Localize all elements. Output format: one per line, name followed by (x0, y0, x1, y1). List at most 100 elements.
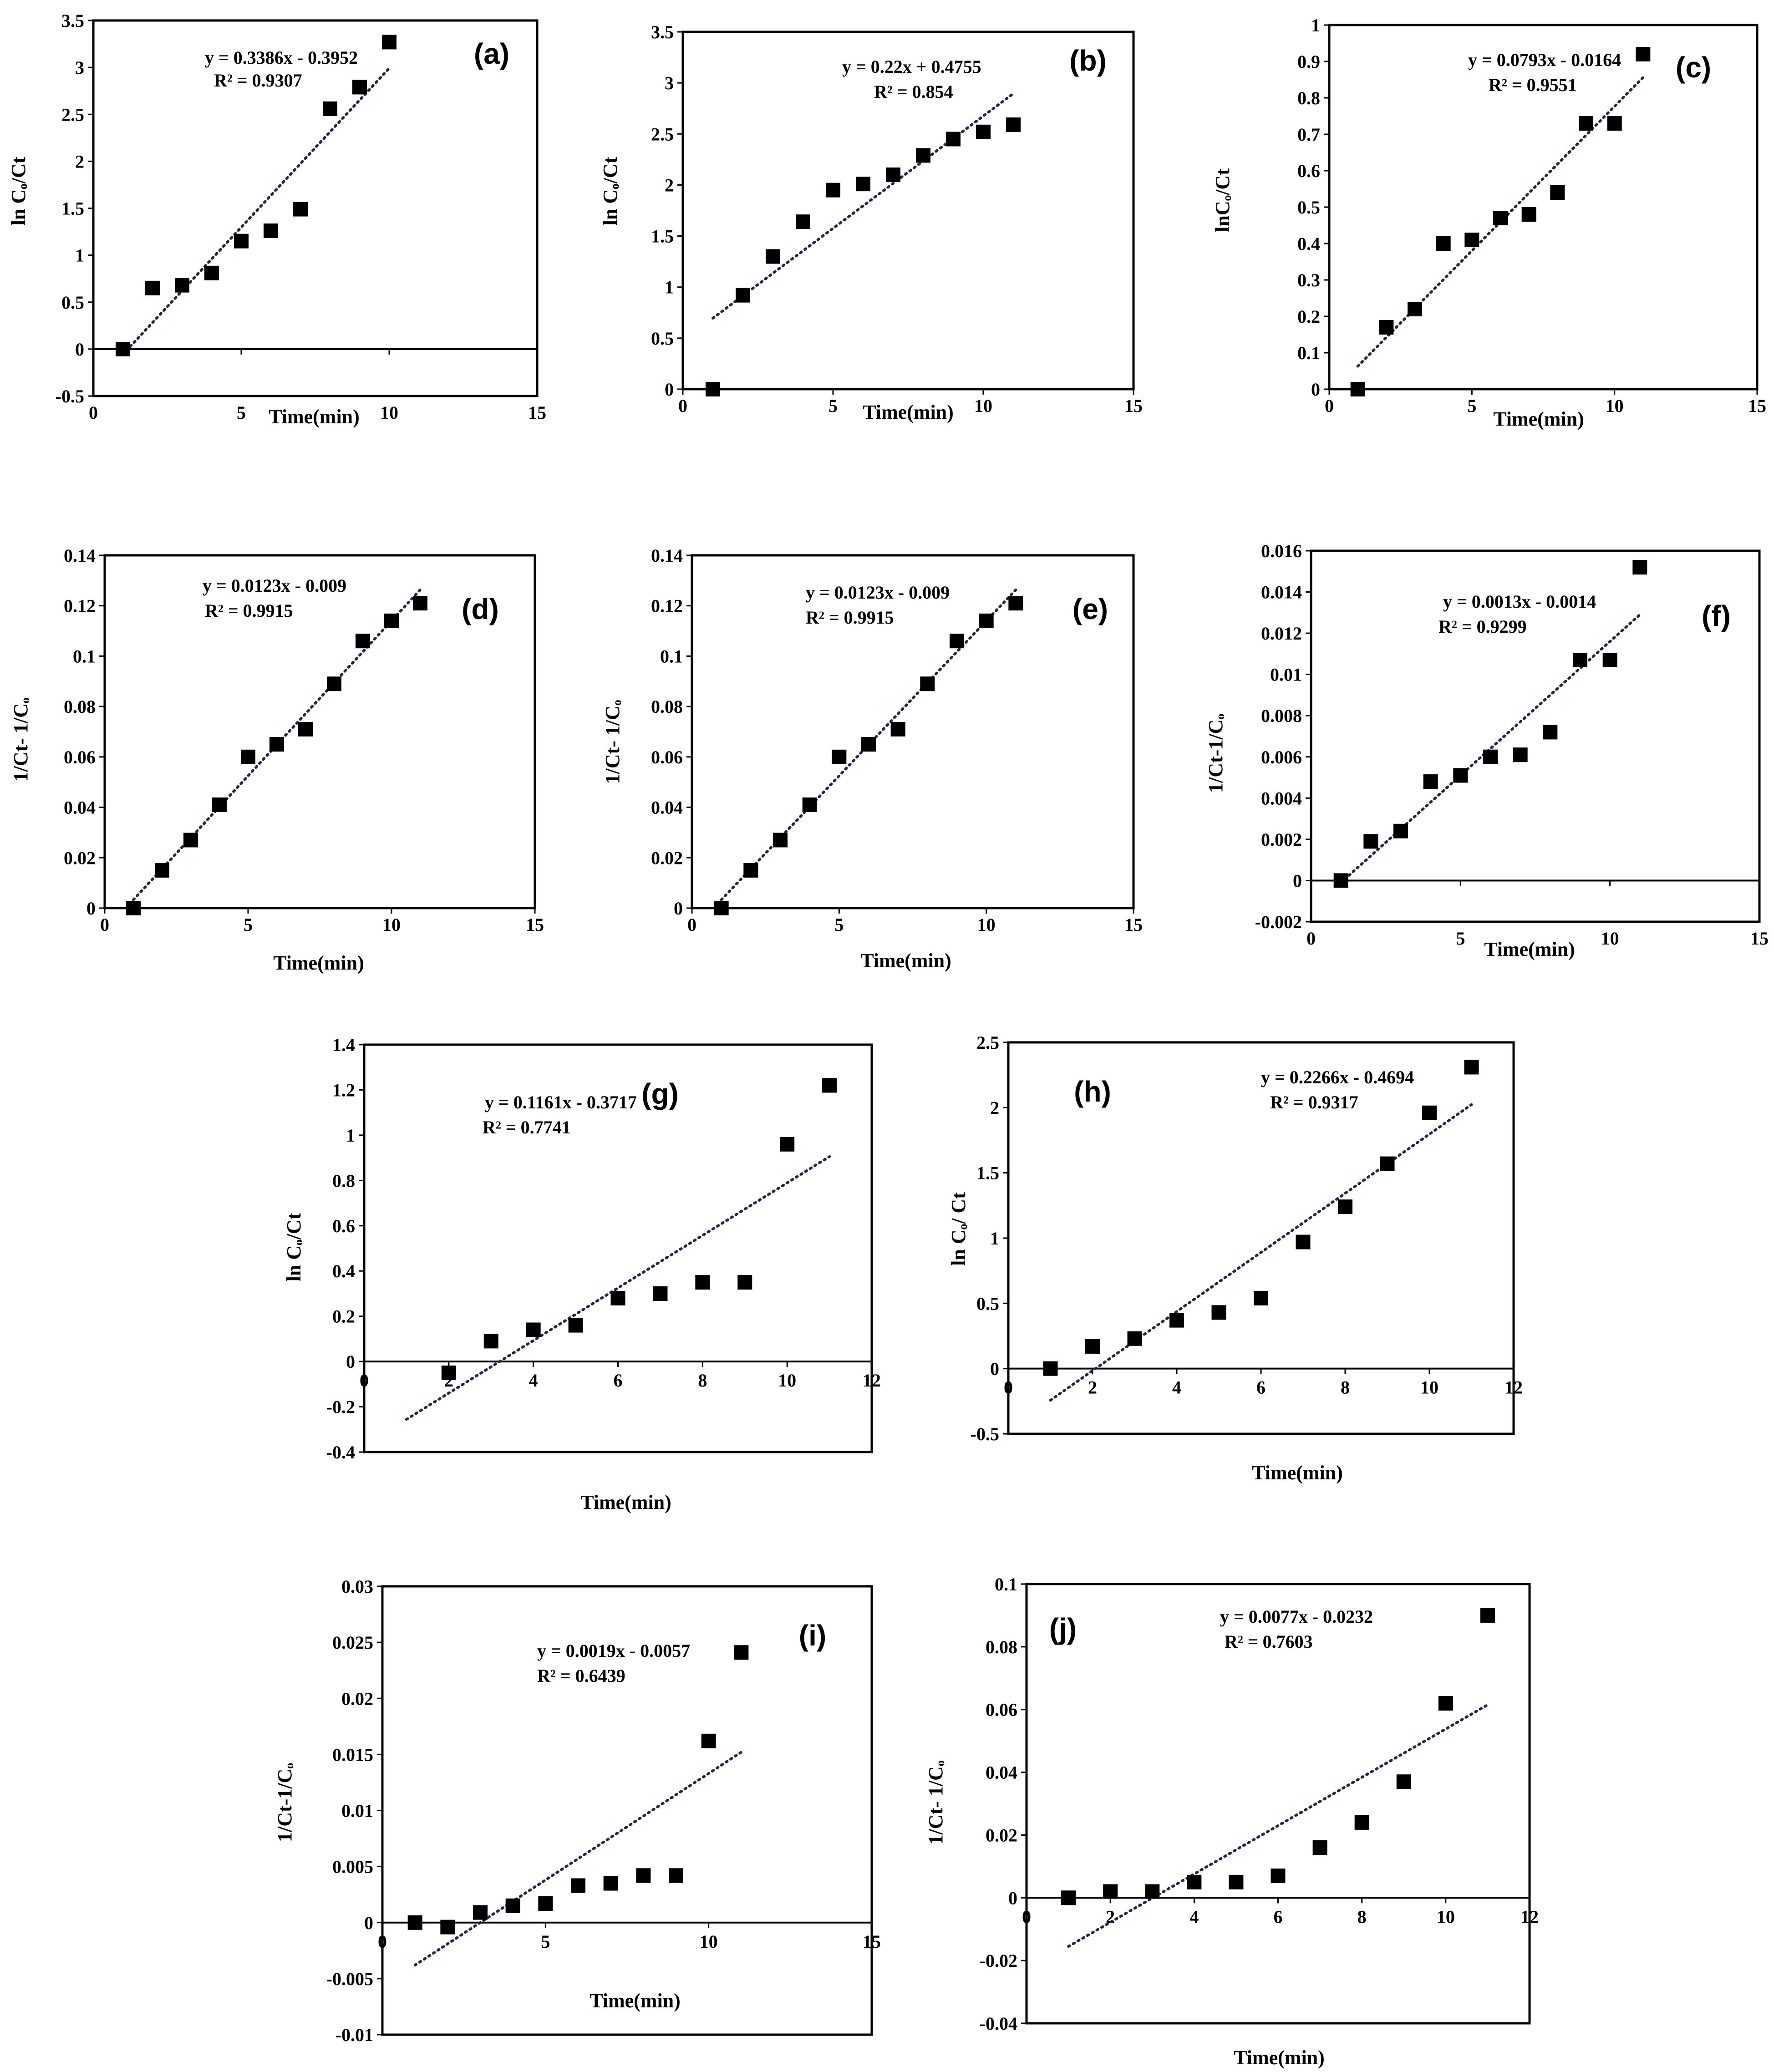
x-tick-label: 0 (89, 402, 98, 423)
trendline (132, 588, 422, 901)
y-tick-label: 0 (364, 1913, 373, 1933)
data-point (1423, 774, 1438, 789)
x-tick-label: 15 (526, 914, 544, 935)
data-point (861, 737, 876, 752)
data-point (1354, 1815, 1369, 1830)
y-tick-label: 0.14 (64, 545, 96, 566)
y-tick-label: 1.5 (651, 226, 674, 247)
trendline-equation: y = 0.0019x - 0.0057 (537, 1640, 690, 1661)
data-point (610, 1290, 625, 1305)
data-point (264, 223, 278, 238)
y-axis-label: ln Cₒ/ Ct (947, 1192, 970, 1266)
data-point (976, 124, 991, 139)
y-tick-label: 0.04 (651, 797, 683, 818)
plot-frame (1310, 549, 1761, 923)
y-tick-label: 3.5 (651, 22, 674, 42)
r-squared: R² = 0.854 (874, 81, 953, 102)
y-tick-label: 3 (665, 73, 674, 93)
x-tick-label: 6 (614, 1370, 623, 1391)
data-point (126, 901, 141, 915)
data-point (1043, 1361, 1058, 1376)
data-point (234, 234, 249, 249)
y-tick-label: 0.6 (1297, 161, 1320, 181)
x-tick-label: 0 (1022, 1906, 1031, 1927)
trendline (405, 1155, 831, 1421)
x-tick-label: 4 (1172, 1377, 1181, 1398)
y-tick-label: 1 (990, 1228, 999, 1249)
x-tick-label: 12 (863, 1370, 881, 1391)
data-point (175, 278, 189, 293)
data-point (1480, 1608, 1495, 1623)
data-point (695, 1275, 710, 1290)
x-tick-label: 6 (1274, 1906, 1283, 1927)
data-point (1550, 185, 1565, 200)
r-squared: R² = 0.9299 (1439, 616, 1527, 637)
data-point (1363, 834, 1378, 849)
data-point (526, 1322, 541, 1337)
y-tick-label: 1.5 (61, 198, 84, 219)
data-point (413, 596, 427, 611)
x-tick-label: 0 (100, 914, 109, 935)
panel-label: (b) (1069, 44, 1107, 77)
data-point (1229, 1874, 1244, 1889)
data-point (1521, 207, 1536, 222)
trendline (1049, 1103, 1473, 1402)
data-point (653, 1286, 668, 1301)
y-tick-label: 0 (1311, 379, 1320, 400)
y-tick-label: 0.9 (1297, 51, 1320, 72)
y-tick-label: 0 (346, 1351, 355, 1372)
y-tick-label: 1.2 (332, 1080, 355, 1100)
y-axis-label: ln Cₒ/Ct (7, 157, 30, 225)
y-tick-label: -0.4 (326, 1442, 355, 1463)
x-tick-label: 0 (1325, 396, 1334, 416)
x-tick-label: 10 (1601, 928, 1619, 949)
data-point (886, 168, 900, 182)
trendline-equation: y = 0.1161x - 0.3717 (485, 1092, 637, 1112)
data-point (773, 833, 788, 848)
y-tick-label: 2 (990, 1097, 999, 1118)
data-point (212, 797, 227, 813)
data-point (736, 288, 750, 303)
y-tick-label: 0.03 (341, 1576, 373, 1597)
data-point (1254, 1290, 1268, 1305)
data-point (1396, 1774, 1411, 1789)
x-axis-label: Time(min) (863, 401, 954, 423)
y-tick-label: 0.5 (651, 328, 674, 349)
x-tick-label: 4 (1189, 1906, 1199, 1927)
data-point (916, 148, 930, 163)
y-tick-label: 0 (86, 898, 96, 919)
data-point (1145, 1884, 1160, 1899)
y-tick-label: 3.5 (61, 10, 84, 31)
data-point (116, 341, 130, 356)
x-axis-label: Time(min) (860, 950, 951, 972)
panel-label: (i) (799, 1619, 826, 1652)
x-tick-label: 0 (687, 914, 696, 935)
y-tick-label: 0.08 (651, 696, 683, 717)
y-tick-label: 0.008 (1261, 706, 1302, 726)
data-point (1169, 1313, 1184, 1328)
x-tick-label: 15 (1748, 396, 1766, 416)
data-point (356, 634, 370, 649)
y-tick-label: 0.015 (332, 1744, 373, 1765)
data-point (568, 1318, 583, 1333)
data-point (734, 1645, 749, 1660)
x-axis-label: Time(min) (1252, 1462, 1343, 1484)
data-point (1436, 236, 1451, 251)
y-tick-label: 1.4 (332, 1035, 355, 1055)
y-tick-label: 0.1 (660, 646, 683, 666)
x-tick-label: 15 (528, 402, 546, 423)
trendline-equation: y = 0.3386x - 0.3952 (205, 47, 358, 68)
y-tick-label: 0.14 (651, 545, 683, 566)
y-tick-label: 0.4 (1297, 234, 1320, 254)
data-point (920, 676, 935, 691)
data-point (1380, 1156, 1395, 1171)
x-tick-label: 5 (829, 396, 838, 416)
data-point (155, 863, 169, 878)
y-tick-label: 1.5 (976, 1163, 999, 1183)
panel-label: (d) (462, 593, 499, 625)
y-tick-label: -0.02 (980, 1950, 1017, 1971)
data-point (571, 1878, 585, 1893)
y-tick-label: 0 (1008, 1888, 1017, 1908)
y-tick-label: 0.025 (332, 1632, 373, 1653)
data-point (1422, 1105, 1437, 1120)
